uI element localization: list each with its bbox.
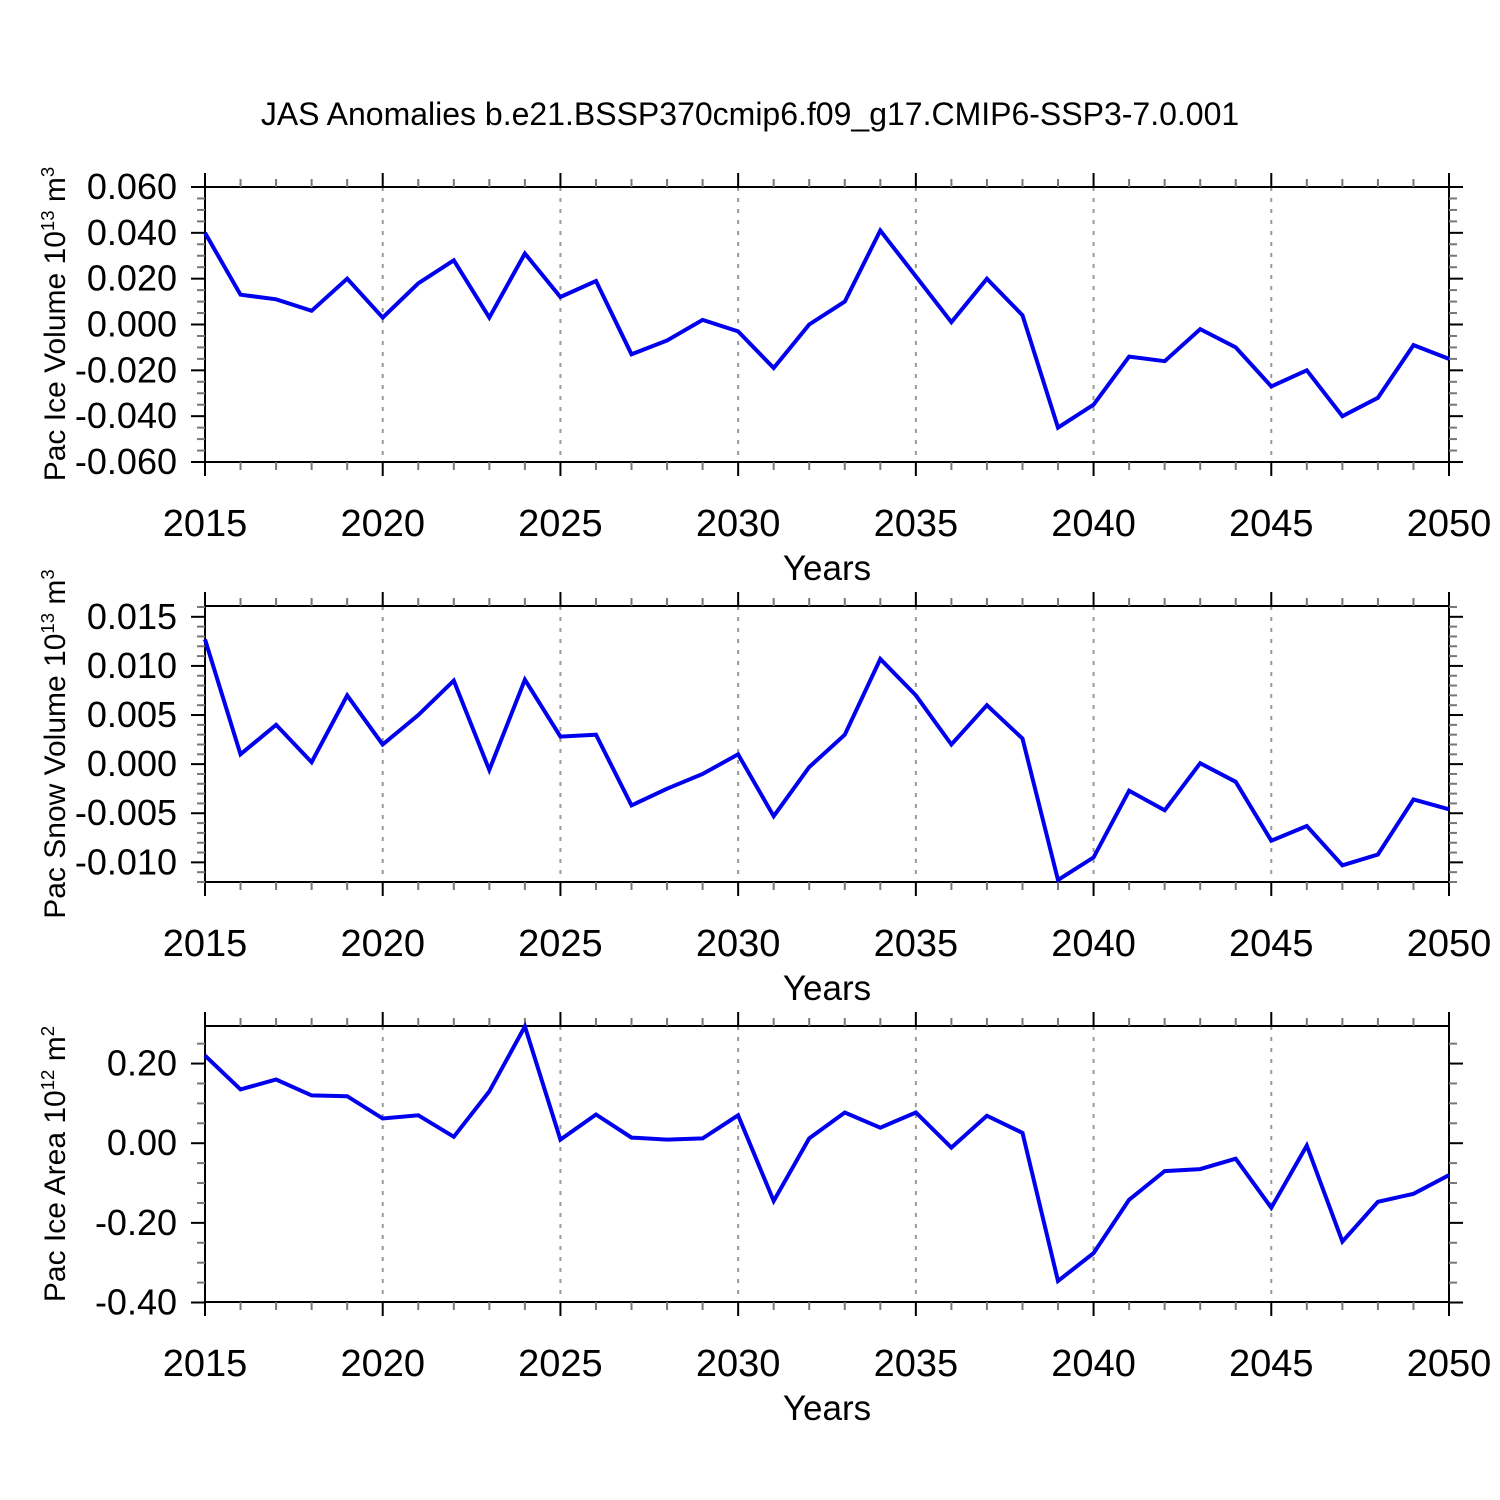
y-axis-title-text: Pac Ice Area 10: [39, 1090, 72, 1303]
y-tick-label: 0.010: [87, 645, 177, 686]
x-tick-label: 2015: [163, 923, 248, 965]
x-tick-label: 2020: [340, 923, 425, 965]
y-axis-title-unit: m: [39, 579, 72, 613]
y-tick-label: 0.000: [87, 743, 177, 784]
data-series-line-panel3: [203, 1021, 1450, 1285]
y-tick-label: -0.040: [75, 395, 177, 436]
x-tick-label: 2040: [1051, 1343, 1136, 1385]
y-tick-label: -0.020: [75, 349, 177, 390]
data-series-line-panel1: [203, 226, 1450, 431]
y-tick-label: 0.040: [87, 212, 177, 253]
y-axis-title-unit: m: [39, 177, 72, 211]
y-axis-title-pac-ice-volume: Pac Ice Volume 1013 m3: [27, 144, 72, 504]
x-tick-label: 2045: [1229, 503, 1314, 545]
y-tick-label: 0.005: [87, 694, 177, 735]
x-tick-label: 2050: [1407, 923, 1492, 965]
x-tick-label: 2045: [1229, 1343, 1314, 1385]
plot-box-panel3: [204, 1025, 1450, 1303]
y-axis-title-text: Pac Snow Volume 10: [39, 633, 72, 919]
y-axis-title-unit-exponent: 3: [37, 166, 58, 178]
x-tick-label: 2050: [1407, 503, 1492, 545]
x-tick-label: 2020: [340, 1343, 425, 1385]
x-tick-label: 2045: [1229, 923, 1314, 965]
y-axis-title-pac-ice-area: Pac Ice Area 1012 m2: [27, 984, 72, 1344]
data-series-line-panel2: [203, 638, 1450, 884]
y-axis-title-unit-exponent: 3: [37, 569, 58, 580]
y-tick-label: 0.00: [107, 1122, 177, 1163]
y-tick-label: -0.060: [75, 441, 177, 482]
x-tick-label: 2015: [163, 1343, 248, 1385]
x-tick-label: 2030: [696, 1343, 781, 1385]
y-tick-label: -0.40: [95, 1282, 177, 1323]
x-tick-label: 2025: [518, 923, 603, 965]
x-tick-label: 2035: [874, 923, 959, 965]
x-tick-label: 2040: [1051, 503, 1136, 545]
y-tick-label: 0.20: [107, 1043, 177, 1084]
x-tick-label: 2035: [874, 1343, 959, 1385]
y-tick-label: 0.000: [87, 304, 177, 345]
y-tick-label: -0.010: [75, 841, 177, 882]
y-axis-title-unit: m: [39, 1036, 72, 1070]
y-tick-label: 0.060: [87, 166, 177, 207]
y-axis-title-pac-snow-volume: Pac Snow Volume 1013 m3: [27, 564, 72, 924]
x-tick-label: 2015: [163, 503, 248, 545]
x-axis-title-panel1: Years: [782, 549, 872, 588]
y-axis-title-unit-exponent: 2: [37, 1025, 58, 1037]
y-tick-label: -0.005: [75, 792, 177, 833]
x-tick-label: 2020: [340, 503, 425, 545]
y-axis-title-exponent: 13: [37, 210, 58, 232]
y-axis-title-text: Pac Ice Volume 10: [39, 231, 72, 482]
x-axis-title-panel2: Years: [782, 969, 872, 1008]
plot-box-panel2: [204, 605, 1450, 883]
y-tick-label: 0.015: [87, 596, 177, 637]
plot-box-panel1: [204, 186, 1450, 463]
chart-title: JAS Anomalies b.e21.BSSP370cmip6.f09_g17…: [260, 96, 1240, 132]
x-tick-label: 2030: [696, 503, 781, 545]
y-axis-title-exponent: 12: [37, 1069, 58, 1091]
x-tick-label: 2025: [518, 1343, 603, 1385]
x-axis-title-panel3: Years: [782, 1389, 872, 1428]
x-tick-label: 2050: [1407, 1343, 1492, 1385]
y-axis-title-exponent: 13: [37, 612, 58, 634]
y-tick-label: -0.20: [95, 1202, 177, 1243]
x-tick-label: 2035: [874, 503, 959, 545]
y-tick-label: 0.020: [87, 258, 177, 299]
x-tick-label: 2025: [518, 503, 603, 545]
x-tick-label: 2040: [1051, 923, 1136, 965]
x-tick-label: 2030: [696, 923, 781, 965]
